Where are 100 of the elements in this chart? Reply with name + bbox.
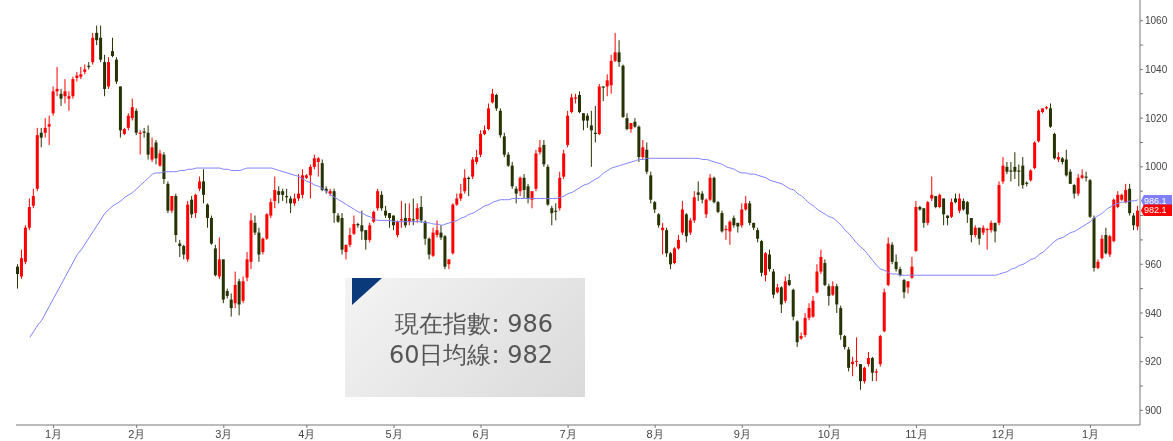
candlestick xyxy=(518,176,522,197)
candlestick xyxy=(376,188,380,212)
x-tick-label: 7月 xyxy=(559,427,577,440)
candlestick xyxy=(692,190,696,224)
candlestick xyxy=(771,268,775,299)
candlestick xyxy=(589,110,593,168)
candlestick xyxy=(316,156,320,178)
candlestick xyxy=(748,200,752,226)
candlestick xyxy=(150,137,154,163)
candlestick xyxy=(779,285,783,314)
candlestick xyxy=(1017,163,1021,187)
x-tick-label: 6月 xyxy=(472,427,490,440)
candlestick xyxy=(645,141,649,175)
candlestick xyxy=(542,139,546,168)
y-tick-label: 900 xyxy=(1145,404,1163,416)
candlestick xyxy=(190,195,194,219)
candlestick xyxy=(969,217,973,243)
candlestick xyxy=(823,258,827,287)
candlestick xyxy=(99,25,103,63)
candlestick xyxy=(63,78,67,105)
candlestick xyxy=(795,319,799,348)
candlestick xyxy=(368,222,372,243)
candlestick xyxy=(1136,205,1140,231)
y-tick-label: 960 xyxy=(1145,258,1163,270)
candlestick xyxy=(1001,156,1005,185)
candlestick xyxy=(241,275,245,304)
x-tick-label: 3月 xyxy=(215,427,233,440)
candlestick xyxy=(965,200,969,224)
y-tick-label: 1000 xyxy=(1145,161,1168,173)
candlestick xyxy=(344,244,348,260)
candlestick xyxy=(680,200,684,236)
candlestick xyxy=(550,205,554,226)
candlestick xyxy=(922,207,926,229)
candlestick xyxy=(110,37,114,58)
annotation: 986.1 xyxy=(1141,194,1172,207)
candlestick xyxy=(902,278,906,299)
candlestick xyxy=(217,236,221,280)
candlestick xyxy=(471,156,475,180)
candlestick xyxy=(562,149,566,180)
candlestick xyxy=(783,275,787,304)
candlestick xyxy=(59,88,63,107)
candlestick xyxy=(300,168,304,199)
candlestick xyxy=(415,202,419,224)
x-tick-label: 4月 xyxy=(298,427,316,440)
candlestick xyxy=(728,219,732,246)
candlestick xyxy=(154,139,158,165)
candlestick xyxy=(502,132,506,158)
candlestick xyxy=(233,271,237,309)
y-tick-label: 940 xyxy=(1145,307,1163,319)
candlestick xyxy=(530,190,534,209)
x-tick-label: 1月 xyxy=(45,427,63,440)
candlestick xyxy=(360,210,364,241)
candlestick xyxy=(202,168,206,204)
x-tick-label: 1月 xyxy=(1081,427,1100,440)
candlestick xyxy=(617,39,621,68)
x-tick-label: 9月 xyxy=(733,427,751,440)
candlestick xyxy=(510,161,514,190)
candlestick xyxy=(1005,161,1009,175)
candlestick xyxy=(348,227,352,248)
candlestick xyxy=(47,115,51,146)
x-tick-label: 5月 xyxy=(385,427,403,440)
candlestick xyxy=(114,56,118,85)
candlestick xyxy=(926,200,930,226)
candlestick xyxy=(479,129,483,158)
candlestick xyxy=(419,195,423,224)
annotation: 現在指數: 986 xyxy=(394,309,553,340)
y-tick-label: 920 xyxy=(1145,356,1163,368)
candlestick xyxy=(39,127,43,148)
candlestick xyxy=(463,168,467,195)
candlestick xyxy=(447,258,451,270)
candlestick xyxy=(1009,161,1013,182)
candlestick xyxy=(827,283,831,307)
candlestick xyxy=(31,188,35,209)
candlestick xyxy=(1021,156,1025,190)
candlestick xyxy=(486,103,490,131)
y-tick-label: 1040 xyxy=(1145,63,1168,75)
candlestick xyxy=(273,176,277,209)
x-tick-label: 11月 xyxy=(905,427,928,440)
candlestick xyxy=(380,190,384,212)
candlestick xyxy=(870,356,874,382)
candlestick xyxy=(194,193,198,219)
candlestick xyxy=(855,336,859,368)
candlestick xyxy=(134,107,138,136)
candlestick xyxy=(942,198,946,226)
candlestick xyxy=(16,263,19,290)
candlestick xyxy=(229,292,233,318)
candlestick xyxy=(522,173,526,199)
annotation: 60日均線: 982 xyxy=(388,340,553,371)
candlestick xyxy=(364,229,368,251)
candlestick xyxy=(910,256,914,280)
candlestick xyxy=(665,227,669,258)
candlestick xyxy=(696,180,700,202)
candlestick xyxy=(906,280,910,294)
x-tick-label: 12月 xyxy=(991,427,1016,440)
candlestick xyxy=(811,295,815,319)
candlestick xyxy=(308,163,312,199)
y-tick-label: 1020 xyxy=(1145,112,1168,124)
candlestick xyxy=(332,188,336,224)
candlestick xyxy=(1076,173,1080,197)
candlestick xyxy=(847,346,851,372)
